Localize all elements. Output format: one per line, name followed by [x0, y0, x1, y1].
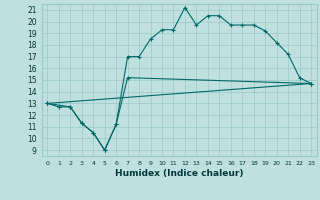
X-axis label: Humidex (Indice chaleur): Humidex (Indice chaleur): [115, 169, 244, 178]
